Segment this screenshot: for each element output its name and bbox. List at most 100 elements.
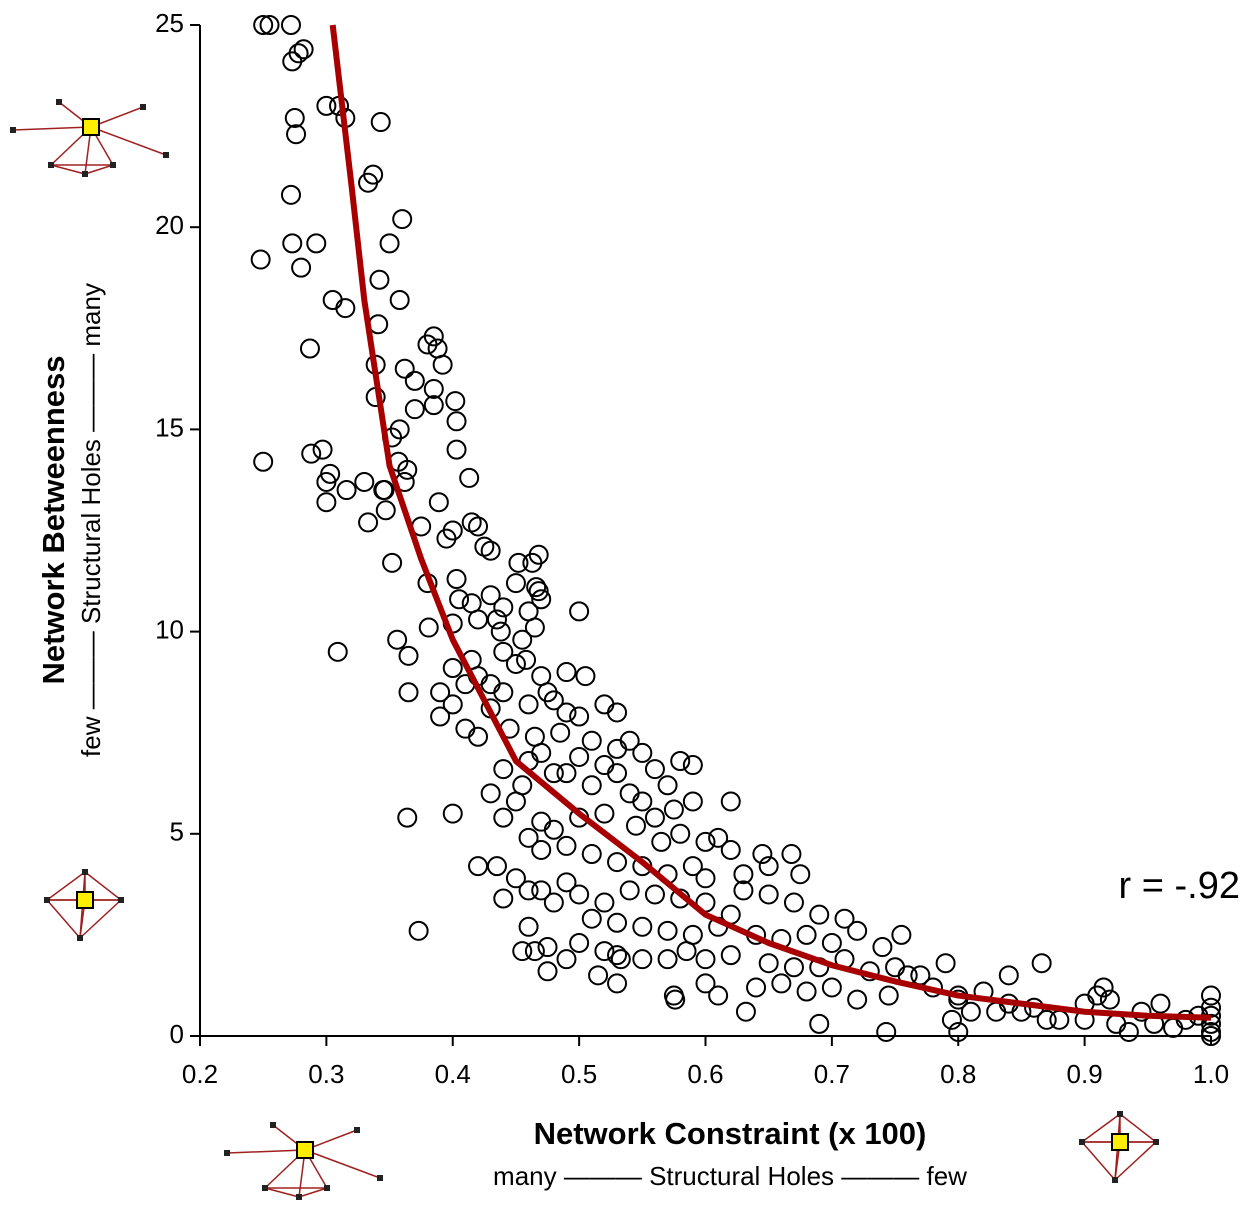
data-point: [1031, 953, 1052, 974]
data-point: [459, 467, 480, 488]
data-point: [445, 391, 466, 412]
data-point: [423, 326, 444, 347]
data-point: [493, 807, 514, 828]
data-point: [610, 949, 631, 970]
data-point: [569, 601, 590, 622]
data-point: [354, 471, 375, 492]
data-point: [746, 977, 767, 998]
data-point: [516, 649, 537, 670]
data-point: [389, 289, 410, 310]
data-point: [878, 985, 899, 1006]
data-point: [490, 621, 511, 642]
data-point: [607, 973, 628, 994]
data-point: [537, 961, 558, 982]
data-point: [581, 844, 602, 865]
data-point: [280, 184, 301, 205]
data-point: [619, 783, 640, 804]
data-point: [404, 370, 425, 391]
data-point: [282, 233, 303, 254]
data-point: [735, 1001, 756, 1022]
data-point: [632, 916, 653, 937]
data-point: [404, 399, 425, 420]
y-tick-label: 5: [170, 817, 184, 847]
data-point: [480, 783, 501, 804]
data-point: [316, 471, 337, 492]
data-point: [423, 395, 444, 416]
data-point: [676, 941, 697, 962]
y-axis-subtitle: few ——— Structural Holes ——— many: [76, 283, 106, 757]
data-point: [607, 763, 628, 784]
data-point: [474, 536, 495, 557]
data-point: [550, 722, 571, 743]
data-point: [847, 920, 868, 941]
data-point: [375, 500, 396, 521]
data-point: [556, 949, 577, 970]
data-point: [1150, 993, 1171, 1014]
data-point: [695, 973, 716, 994]
data-point: [382, 552, 403, 573]
data-point: [657, 920, 678, 941]
data-point: [594, 803, 615, 824]
data-point: [526, 577, 547, 598]
data-point: [556, 835, 577, 856]
data-point: [528, 581, 549, 602]
y-tick-label: 15: [155, 412, 184, 442]
data-point: [1093, 977, 1114, 998]
data-point: [695, 831, 716, 852]
data-point: [446, 439, 467, 460]
data-point: [941, 1009, 962, 1030]
data-point: [885, 957, 906, 978]
y-tick-label: 25: [155, 8, 184, 38]
data-point: [581, 730, 602, 751]
x-tick-label: 0.6: [687, 1059, 723, 1089]
data-point: [480, 674, 501, 695]
data-point: [442, 657, 463, 678]
data-point: [442, 694, 463, 715]
data-point: [512, 629, 533, 650]
data-point: [594, 755, 615, 776]
fit-curve: [329, 24, 1212, 1021]
data-point: [771, 973, 792, 994]
data-point: [518, 916, 539, 937]
data-point: [327, 641, 348, 662]
data-point: [670, 823, 691, 844]
data-point: [657, 775, 678, 796]
x-tick-label: 0.8: [940, 1059, 976, 1089]
data-point: [282, 51, 303, 72]
data-point: [1118, 1021, 1139, 1042]
data-point: [335, 298, 356, 319]
data-point: [632, 949, 653, 970]
data-point: [468, 516, 489, 537]
data-point: [644, 807, 665, 828]
data-point: [607, 945, 628, 966]
data-point: [682, 791, 703, 812]
data-point: [306, 233, 327, 254]
data-point: [379, 233, 400, 254]
data-point: [537, 937, 558, 958]
data-point: [619, 880, 640, 901]
data-point: [607, 852, 628, 873]
data-point: [250, 249, 271, 270]
data-point: [1049, 1009, 1070, 1030]
data-point: [581, 908, 602, 929]
data-point: [556, 872, 577, 893]
data-point: [480, 540, 501, 561]
data-point: [312, 439, 333, 460]
data-point: [524, 617, 545, 638]
data-point: [408, 920, 429, 941]
data-point: [556, 702, 577, 723]
data-point: [531, 742, 552, 763]
data-point: [682, 856, 703, 877]
data-point: [387, 629, 408, 650]
data-point: [423, 378, 444, 399]
data-point: [512, 941, 533, 962]
data-point: [468, 609, 489, 630]
data-point: [505, 653, 526, 674]
data-point: [1201, 985, 1221, 1006]
data-point: [259, 15, 280, 35]
data-point: [358, 172, 379, 193]
data-point: [398, 645, 419, 666]
data-point: [442, 803, 463, 824]
data-point: [809, 904, 830, 925]
data-point: [286, 124, 307, 145]
